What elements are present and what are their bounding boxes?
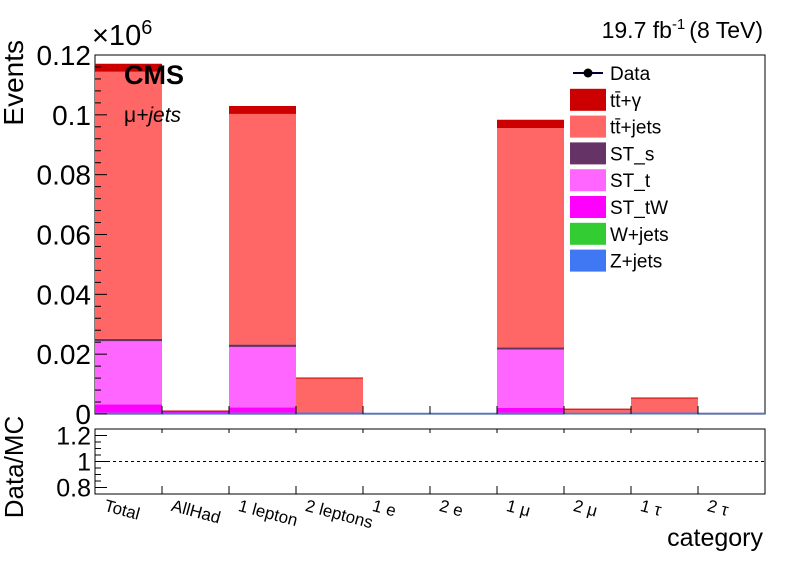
bar-tt-jets-4 (296, 378, 363, 413)
y-tick-label: 0.06 (37, 220, 92, 251)
y-axis-ticks: 0 0.02 0.04 0.06 0.08 0.1 0.12 (37, 40, 107, 430)
ratio-y-axis-label: Data/MC (0, 416, 29, 519)
legend-swatch (570, 222, 606, 245)
y-tick-label: 0.12 (37, 40, 92, 71)
legend-label: tt̄+jets (610, 118, 661, 139)
bar-tt-7 (497, 120, 564, 128)
x-axis-label: category (667, 524, 763, 552)
y-tick-label: 0.08 (37, 160, 92, 191)
y-tick-label: 0.1 (52, 100, 91, 131)
legend-label: ST_tW (610, 198, 668, 219)
ratio-tick-label: 1.2 (56, 423, 91, 451)
bar-st-tw-2 (162, 411, 229, 414)
ratio-plot-frame (94, 428, 766, 495)
ratio-y-axis-ticks: 0.811.2 (56, 423, 107, 503)
bar-st-s-9 (631, 412, 698, 413)
x-tick-label: 2 e (437, 496, 465, 520)
x-tick-label: 1 μ (504, 496, 532, 521)
ratio-tick-label: 1 (77, 449, 91, 477)
bar-tt-1 (95, 64, 162, 72)
legend-swatch (570, 142, 606, 165)
bar-st-t-3 (229, 346, 296, 408)
legend-swatch (570, 88, 606, 111)
y-tick-label: 0 (75, 399, 91, 430)
bar-tt-jets-9 (631, 398, 698, 413)
legend-label: Data (610, 64, 651, 85)
stacked-bars (95, 63, 765, 415)
bar-st-tw-3 (229, 407, 296, 413)
x-tick-label: 2 leptons (303, 496, 375, 532)
bar-tt-3 (229, 106, 296, 114)
x-tick-label: 2 μ (571, 496, 599, 521)
bar-st-t-7 (497, 348, 564, 408)
cms-label: CMS (124, 60, 184, 90)
ratio-tick-label: 0.8 (56, 475, 91, 503)
bar-tt-jets-7 (497, 127, 564, 348)
exponent-label: ×106 (92, 17, 152, 52)
legend-swatch (570, 169, 606, 192)
y-axis-label: Events (0, 40, 29, 126)
legend: Data tt̄+γ tt̄+jets ST_s ST_t ST_tW W+jets Z+je… (566, 58, 694, 275)
channel-label: μ+jets (124, 104, 182, 127)
x-tick-label: 1 e (370, 496, 398, 520)
x-tick-label: 1 τ (638, 496, 663, 520)
bar-st-tw-7 (497, 407, 564, 413)
legend-data-marker (583, 68, 593, 78)
legend-swatch (570, 249, 606, 272)
legend-label: ST_s (610, 144, 654, 165)
bar-tt-jets-8 (564, 409, 631, 413)
legend-label: W+jets (610, 225, 669, 246)
bar-st-tw-1 (95, 404, 162, 413)
bar-st-t-1 (95, 340, 162, 405)
y-tick-label: 0.04 (37, 279, 92, 310)
legend-label: tt̄+γ (610, 91, 642, 112)
legend-label: ST_t (610, 171, 651, 192)
legend-swatch (570, 196, 606, 218)
bar-st-s-4 (296, 412, 363, 413)
luminosity-label: 19.7 fb-1 (8 TeV) (602, 16, 763, 43)
x-tick-label: 2 τ (705, 496, 730, 520)
x-tick-label: AllHad (169, 496, 222, 527)
x-tick-label: 1 lepton (236, 496, 299, 530)
y-tick-label: 0.02 (37, 339, 92, 370)
x-tick-label: Total (102, 496, 142, 524)
legend-label: Z+jets (610, 252, 662, 273)
legend-swatch (570, 115, 606, 138)
bar-tt-jets-3 (229, 113, 296, 345)
